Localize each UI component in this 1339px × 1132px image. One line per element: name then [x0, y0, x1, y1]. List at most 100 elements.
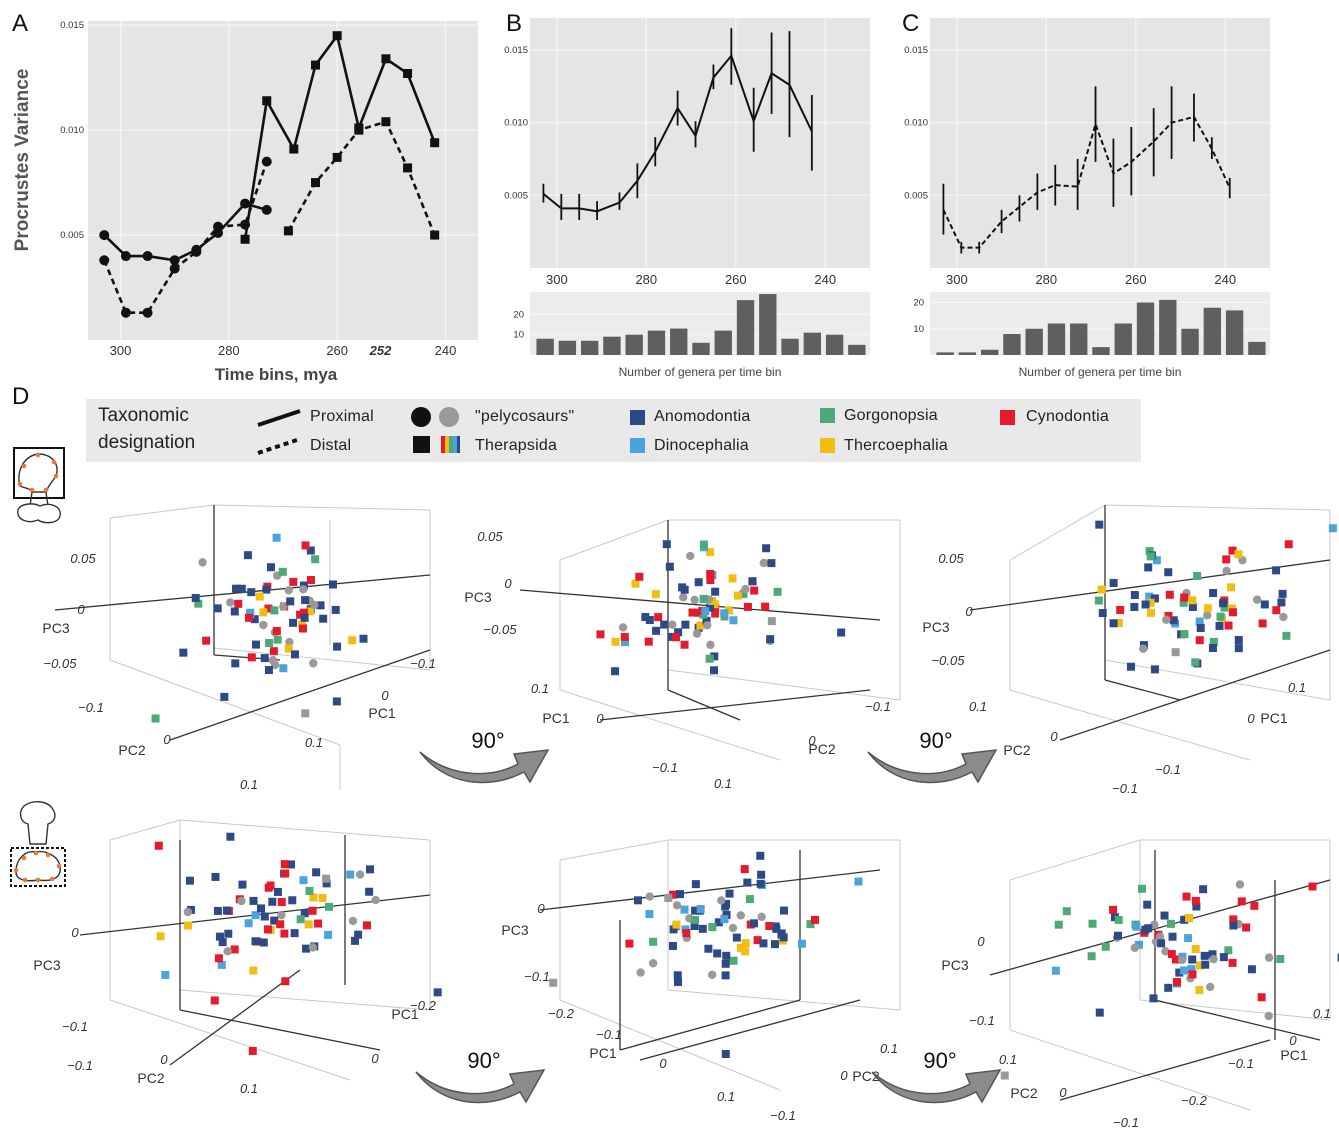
scatter-point-therapsid: [1187, 965, 1196, 974]
point-a-square: [430, 230, 440, 240]
scatter-point-pelycosaur: [672, 901, 682, 910]
scatter-point-therapsid: [1282, 631, 1291, 640]
tick-label-3d: 0: [381, 688, 389, 703]
bar-b: [848, 344, 866, 355]
scatter-point-therapsid: [710, 666, 719, 675]
pelycosaur-marker-icon: [411, 407, 459, 427]
point-a-square: [403, 163, 413, 173]
scatter-point-therapsid: [729, 616, 738, 625]
y-axis-label-a: Procrustes Variance: [12, 69, 33, 252]
scatter-point-therapsid: [301, 596, 310, 605]
axis-label-3d: PC2: [118, 742, 145, 758]
scatter-point-therapsid: [1180, 593, 1189, 602]
scatter-point-outlier: [210, 996, 219, 1005]
scatter-point-therapsid: [215, 932, 224, 941]
grid-3d-3: [179, 819, 431, 841]
axis-label-3d: PC3: [42, 620, 69, 636]
scatter-point-therapsid: [704, 944, 713, 953]
scatter-point-therapsid: [728, 574, 737, 583]
axis-label-3d: PC2: [1010, 1085, 1037, 1101]
point-a-circle: [99, 255, 110, 266]
scatter-point-pelycosaur: [759, 558, 768, 568]
scatter-point-pelycosaur: [707, 970, 717, 979]
scatter-point-therapsid: [1179, 598, 1188, 607]
scatter-point-therapsid: [273, 887, 282, 896]
scatter-point-therapsid: [213, 604, 222, 613]
x-tick-a: 240: [435, 343, 457, 358]
scatter-point-therapsid: [231, 584, 240, 593]
scatter-point-pelycosaur: [1264, 953, 1274, 962]
scatter-point-therapsid: [266, 881, 275, 890]
scatter-point-therapsid: [668, 941, 677, 950]
scatter-point-pelycosaur: [648, 959, 658, 968]
tick-label-3d: −0.1: [67, 1058, 93, 1073]
scatter-point-outlier: [154, 841, 163, 850]
scatter-point-therapsid: [721, 971, 730, 980]
tick-label-3d: 0: [537, 901, 545, 916]
scatter-point-therapsid: [359, 634, 368, 643]
scatter-point-therapsid: [191, 594, 200, 603]
axis-3d-3: [169, 969, 301, 1066]
scatter-point-therapsid: [1272, 566, 1281, 575]
scatter-point-pelycosaur: [736, 911, 745, 920]
scatter-point-therapsid: [238, 880, 247, 889]
rotate-arrow-icon: 90°: [871, 1048, 1002, 1104]
scatter-point-therapsid: [318, 893, 327, 902]
scatter-point-outlier: [596, 630, 605, 639]
scatter-point-therapsid: [1173, 978, 1182, 987]
scatter-point-therapsid: [316, 601, 325, 610]
rotation-label: 90°: [467, 1048, 500, 1073]
scatter-point-therapsid: [1171, 955, 1180, 964]
bar-c: [1025, 328, 1043, 355]
scatter-point-therapsid: [696, 621, 705, 630]
axis-label-3d: PC1: [1260, 710, 1287, 726]
tick-label-3d: 0.1: [880, 1041, 898, 1056]
bar-b: [580, 340, 599, 355]
scatter-point-therapsid: [720, 609, 729, 618]
scatter-point-therapsid: [300, 909, 309, 918]
scatter-point-therapsid: [312, 868, 321, 877]
scatter-point-therapsid: [1208, 950, 1217, 959]
scatter-point-pelycosaur: [1203, 611, 1212, 620]
scatter-point-outlier: [1328, 524, 1337, 533]
scatter-point-therapsid: [750, 586, 759, 595]
scatter-point-therapsid: [1167, 950, 1176, 959]
chart-c-distal-variance: 0.005 0.010 0.015 300 280 260 240 10 20 Number of…: [904, 18, 1270, 379]
scatter-point-therapsid: [270, 916, 279, 925]
scatter-point-therapsid: [1134, 940, 1143, 949]
scatter-point-therapsid: [226, 832, 235, 841]
scatter-point-outlier: [756, 851, 765, 860]
scatter-point-therapsid: [220, 692, 229, 701]
axis-label-3d: PC1: [391, 1006, 418, 1022]
scatter-point-therapsid: [706, 576, 715, 585]
scatter-point-therapsid: [660, 620, 669, 629]
y-tick-c: 0.015: [904, 45, 928, 56]
scatter-point-therapsid: [688, 608, 697, 617]
scatter-point-therapsid: [1234, 550, 1243, 559]
tick-label-3d: 0.1: [240, 1081, 258, 1096]
scatter-point-therapsid: [674, 978, 683, 987]
scatter-point-therapsid: [272, 533, 281, 542]
axis-3d-1: [519, 589, 881, 621]
scatter-point-therapsid: [705, 654, 714, 663]
axis-3d-2: [1104, 679, 1181, 701]
scatter-point-outlier: [1000, 1071, 1009, 1080]
scatter-point-therapsid: [706, 569, 715, 578]
scatter-point-therapsid: [641, 612, 650, 621]
scatter-point-therapsid: [722, 910, 731, 919]
x-tick-a: 260: [326, 343, 348, 358]
panel-label-c: C: [902, 10, 920, 37]
point-a-square: [354, 125, 364, 135]
scatter-point-therapsid: [691, 906, 700, 915]
axis-3d-5: [989, 879, 1331, 976]
scatter-point-pelycosaur: [285, 637, 294, 647]
scatter-point-outlier: [248, 1046, 257, 1055]
bar-c: [1136, 302, 1155, 355]
tick-label-3d: −0.1: [410, 656, 436, 671]
scatter-point-pelycosaur: [636, 968, 645, 977]
scatter-point-therapsid: [649, 937, 658, 946]
axis-label-3d: PC1: [1280, 1047, 1307, 1063]
therapsida-marker-icon: [413, 436, 460, 453]
plot-b-background: [530, 18, 870, 268]
scatter-point-pelycosaur: [198, 558, 207, 567]
